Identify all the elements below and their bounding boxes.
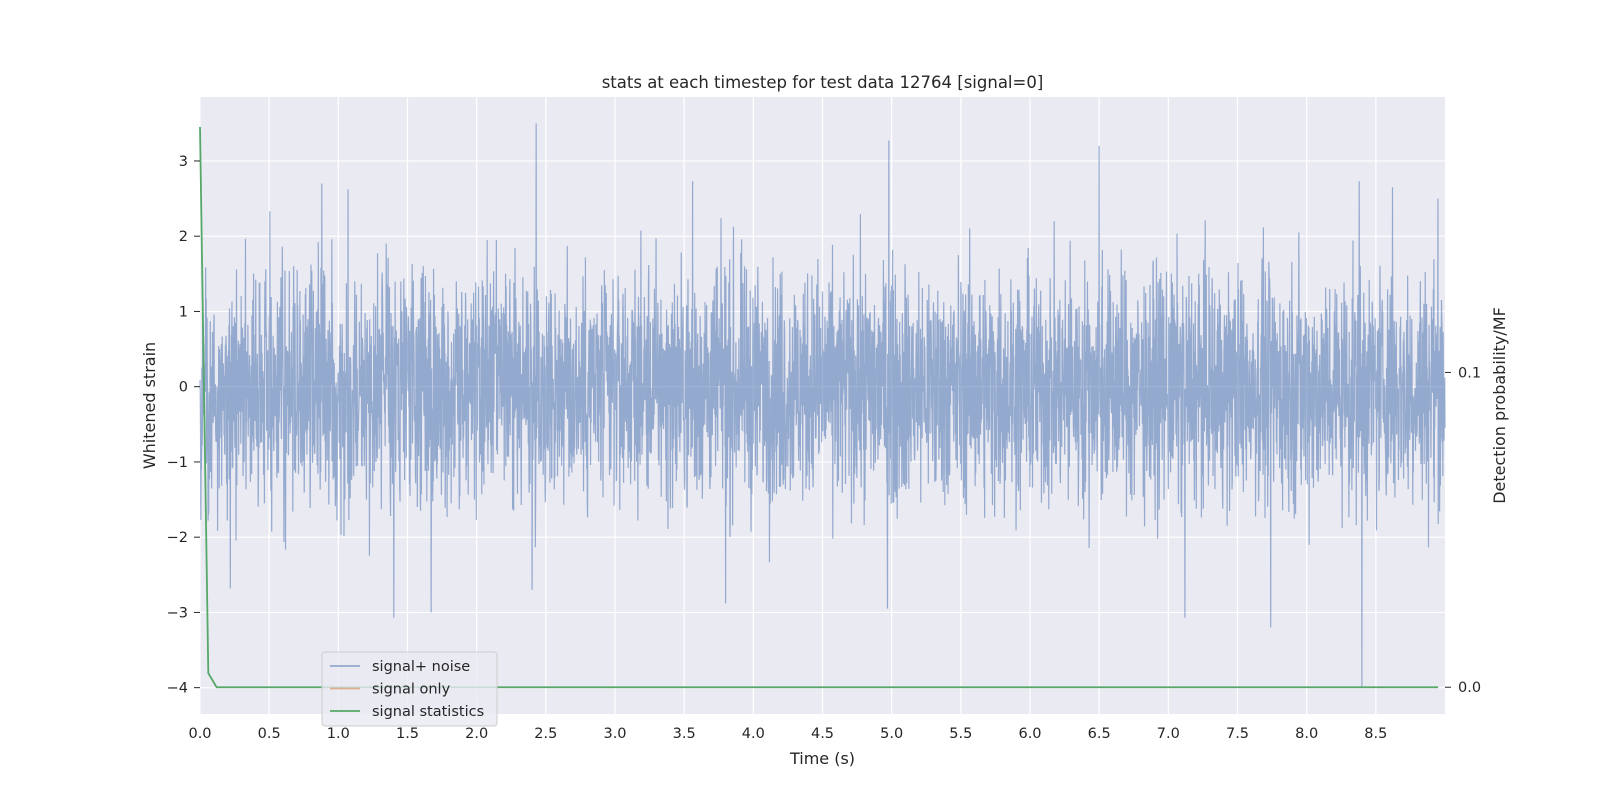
- legend: signal+ noise signal only signal statistic…: [321, 651, 498, 727]
- x-tick-label: 7.0: [1157, 726, 1180, 742]
- x-tick-label: 4.0: [742, 726, 765, 742]
- chart-title: stats at each timestep for test data 127…: [602, 73, 1044, 92]
- x-tick-label: 6.0: [1018, 726, 1041, 742]
- y-tick-label: 0: [179, 380, 188, 396]
- x-tick-label: 2.0: [465, 726, 488, 742]
- y-tick-label: −1: [167, 455, 188, 471]
- legend-label: signal only: [372, 682, 451, 698]
- x-tick-label: 8.0: [1295, 726, 1318, 742]
- x-axis-label: Time (s): [789, 749, 855, 768]
- x-tick-label: 5.0: [880, 726, 903, 742]
- x-tick-label: 1.0: [327, 726, 350, 742]
- x-tick-label: 7.5: [1226, 726, 1249, 742]
- y-tick-label: 3: [179, 154, 188, 170]
- ticks: 0.0 0.5 1.0 1.5 2.0 2.5 3.0 3.5 4.0 4.5 5.0 5.5 6.0 6…: [167, 154, 1481, 742]
- y-tick-label: 2: [179, 229, 188, 245]
- x-tick-label: 5.5: [949, 726, 972, 742]
- x-tick-label: 6.5: [1088, 726, 1111, 742]
- x-tick-label: 3.5: [673, 726, 696, 742]
- x-tick-label: 1.5: [396, 726, 419, 742]
- y-tick-label: −4: [167, 681, 188, 697]
- y-right-tick-label: 0.0: [1458, 680, 1481, 696]
- y-axis-label-right: Detection probability/MF: [1490, 307, 1509, 504]
- legend-box: [321, 651, 498, 727]
- y-tick-label: −2: [167, 530, 188, 546]
- legend-label: signal+ noise: [372, 659, 470, 675]
- series-line-signal-noise: [199, 123, 1446, 688]
- x-tick-label: 2.5: [534, 726, 557, 742]
- y-axis-label: Whitened strain: [140, 342, 159, 469]
- x-tick-label: 4.5: [811, 726, 834, 742]
- y-tick-label: 1: [179, 304, 188, 320]
- y-tick-label: −3: [167, 605, 188, 621]
- x-tick-label: 8.5: [1364, 726, 1387, 742]
- legend-label: signal statistics: [372, 704, 484, 720]
- x-tick-label: 0.0: [188, 726, 211, 742]
- x-tick-label: 3.0: [603, 726, 626, 742]
- x-tick-label: 0.5: [258, 726, 281, 742]
- y-right-tick-label: 0.1: [1458, 365, 1481, 381]
